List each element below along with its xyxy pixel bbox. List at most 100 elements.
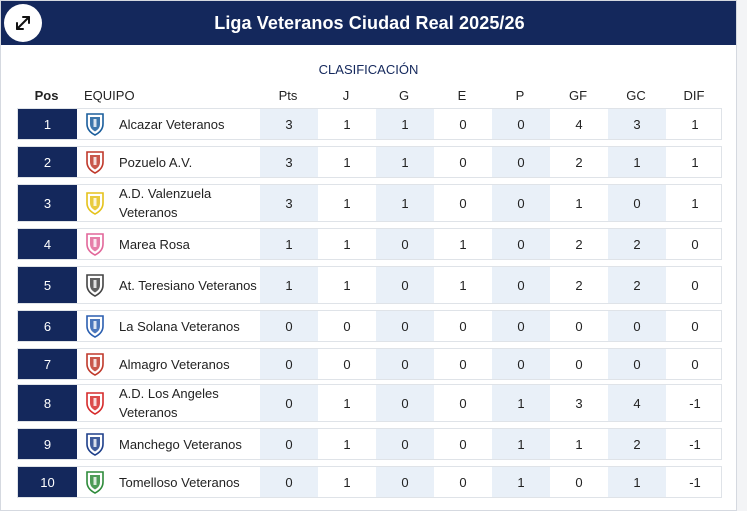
table-row[interactable]: 4 Marea Rosa 1 1 0 1 0 2 2 0 xyxy=(17,228,722,260)
cell-gc: 0 xyxy=(608,185,666,221)
cell-j: 1 xyxy=(343,395,351,411)
col-header-gf: GF xyxy=(568,88,588,103)
cell-dif: -1 xyxy=(689,436,701,452)
table-row[interactable]: 3 A.D. Valenzuela Veteranos 3 1 1 0 0 1 0 1 xyxy=(17,184,722,222)
table-row[interactable]: 5 At. Teresiano Veteranos 1 1 0 1 0 2 2 0 xyxy=(17,266,722,304)
section-label: CLASIFICACIÓN xyxy=(318,62,419,77)
cell-pts: 0 xyxy=(260,385,318,421)
team-name[interactable]: La Solana Veteranos xyxy=(119,318,240,334)
team-name[interactable]: A.D. Los Angeles Veteranos xyxy=(119,386,219,420)
team-name[interactable]: Tomelloso Veteranos xyxy=(119,474,240,490)
cell-p: 0 xyxy=(492,267,550,303)
cell-gc: 0 xyxy=(608,349,666,379)
cell-gc: 0 xyxy=(608,311,666,341)
cell-j: 1 xyxy=(343,195,351,211)
team-name[interactable]: At. Teresiano Veteranos xyxy=(119,277,257,293)
cell-g: 0 xyxy=(376,385,434,421)
col-header-j: J xyxy=(342,88,350,103)
cell-p: 0 xyxy=(492,229,550,259)
pozuelo-crest-icon xyxy=(84,149,106,175)
cell-g: 0 xyxy=(376,229,434,259)
cell-e: 1 xyxy=(459,277,467,293)
team-name[interactable]: Almagro Veteranos xyxy=(119,356,230,372)
cell-dif: 0 xyxy=(691,318,699,334)
cell-pts: 3 xyxy=(260,147,318,177)
cell-dif: 0 xyxy=(691,277,699,293)
position-cell: 9 xyxy=(18,429,77,459)
cell-p: 0 xyxy=(492,185,550,221)
team-name[interactable]: Marea Rosa xyxy=(119,236,190,252)
cell-j: 1 xyxy=(343,154,351,170)
cell-g: 0 xyxy=(376,311,434,341)
team-name[interactable]: Manchego Veteranos xyxy=(119,436,242,452)
col-header-e: E xyxy=(457,88,467,103)
team-name[interactable]: Pozuelo A.V. xyxy=(119,154,193,170)
col-header-dif: DIF xyxy=(683,88,705,103)
cell-e: 0 xyxy=(459,318,467,334)
cell-e: 0 xyxy=(459,474,467,490)
cell-p: 0 xyxy=(492,109,550,139)
table-row[interactable]: 8 A.D. Los Angeles Veteranos 0 1 0 0 1 3 4 -1 xyxy=(17,384,722,422)
cell-dif: 0 xyxy=(691,236,699,252)
cell-j: 1 xyxy=(343,474,351,490)
marea-rosa-crest-icon xyxy=(84,231,106,257)
team-name[interactable]: Alcazar Veteranos xyxy=(119,116,225,132)
cell-p: 0 xyxy=(492,349,550,379)
cell-e: 0 xyxy=(459,436,467,452)
almagro-crest-icon xyxy=(84,351,106,377)
teresiano-crest-icon xyxy=(84,272,106,298)
cell-gf: 4 xyxy=(575,116,583,132)
cell-gc: 3 xyxy=(608,109,666,139)
cell-pts: 0 xyxy=(260,467,318,497)
cell-g: 0 xyxy=(376,349,434,379)
cell-g: 0 xyxy=(376,267,434,303)
alcazar-crest-icon xyxy=(84,111,106,137)
table-row[interactable]: 1 Alcazar Veteranos 3 1 1 0 0 4 3 1 xyxy=(17,108,722,140)
cell-j: 0 xyxy=(343,356,351,372)
table-row[interactable]: 6 La Solana Veteranos 0 0 0 0 0 0 0 0 xyxy=(17,310,722,342)
position-cell: 3 xyxy=(18,185,77,221)
cell-p: 0 xyxy=(492,147,550,177)
valenzuela-crest-icon xyxy=(84,190,106,216)
cell-e: 0 xyxy=(459,154,467,170)
col-header-team: EQUIPO xyxy=(84,88,135,103)
cell-pts: 1 xyxy=(260,229,318,259)
cell-pts: 3 xyxy=(260,109,318,139)
table-row[interactable]: 9 Manchego Veteranos 0 1 0 0 1 1 2 -1 xyxy=(17,428,722,460)
cell-pts: 0 xyxy=(260,311,318,341)
col-header-g: G xyxy=(398,88,410,103)
cell-e: 0 xyxy=(459,356,467,372)
cell-pts: 3 xyxy=(260,185,318,221)
la-solana-crest-icon xyxy=(84,313,106,339)
position-cell: 10 xyxy=(18,467,77,497)
position-cell: 6 xyxy=(18,311,77,341)
cell-gf: 0 xyxy=(575,318,583,334)
cell-gc: 2 xyxy=(608,229,666,259)
expand-button[interactable] xyxy=(4,4,42,42)
cell-p: 1 xyxy=(492,429,550,459)
cell-gf: 0 xyxy=(575,356,583,372)
table-row[interactable]: 7 Almagro Veteranos 0 0 0 0 0 0 0 0 xyxy=(17,348,722,380)
cell-pts: 0 xyxy=(260,429,318,459)
cell-g: 0 xyxy=(376,429,434,459)
cell-gf: 2 xyxy=(575,277,583,293)
cell-j: 0 xyxy=(343,318,351,334)
cell-gf: 3 xyxy=(575,395,583,411)
cell-e: 0 xyxy=(459,195,467,211)
col-header-pos: Pos xyxy=(34,88,59,103)
expand-icon xyxy=(16,16,30,30)
cell-gc: 2 xyxy=(608,429,666,459)
cell-dif: 1 xyxy=(691,116,699,132)
team-name[interactable]: A.D. Valenzuela Veteranos xyxy=(119,186,212,220)
cell-p: 1 xyxy=(492,467,550,497)
table-row[interactable]: 2 Pozuelo A.V. 3 1 1 0 0 2 1 1 xyxy=(17,146,722,178)
cell-dif: 0 xyxy=(691,356,699,372)
cell-p: 1 xyxy=(492,385,550,421)
position-cell: 7 xyxy=(18,349,77,379)
cell-gf: 1 xyxy=(575,195,583,211)
table-row[interactable]: 10 Tomelloso Veteranos 0 1 0 0 1 0 1 -1 xyxy=(17,466,722,498)
cell-gf: 2 xyxy=(575,236,583,252)
cell-pts: 0 xyxy=(260,349,318,379)
cell-gc: 2 xyxy=(608,267,666,303)
